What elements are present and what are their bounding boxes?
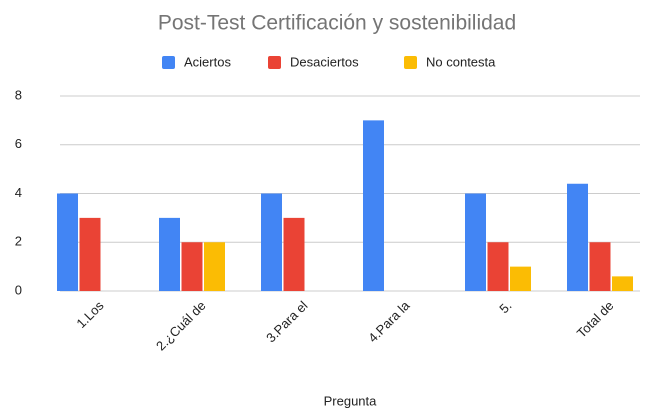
bar [567,183,588,291]
bar [487,242,509,291]
y-tick-label: 0 [15,282,22,297]
y-tick-label: 2 [15,234,22,249]
legend-label: Desaciertos [290,54,359,69]
bar [79,217,101,291]
bar [465,193,486,291]
bar [159,217,180,291]
bar [261,193,282,291]
y-tick-label: 4 [15,185,22,200]
bar [363,120,384,291]
x-axis-label: Pregunta [324,393,378,408]
bar [283,217,305,291]
bar [57,193,78,291]
y-tick-label: 8 [15,87,22,102]
legend-swatch [268,56,281,69]
legend-label: Aciertos [184,54,231,69]
chart-title: Post-Test Certificación y sostenibilidad [158,12,516,35]
y-tick-label: 6 [15,136,22,151]
bar [612,276,633,291]
bar [204,242,225,291]
legend-swatch [404,56,417,69]
legend-swatch [162,56,175,69]
bar [589,242,611,291]
bar [181,242,203,291]
bar [510,266,531,291]
legend-label: No contesta [426,54,496,69]
